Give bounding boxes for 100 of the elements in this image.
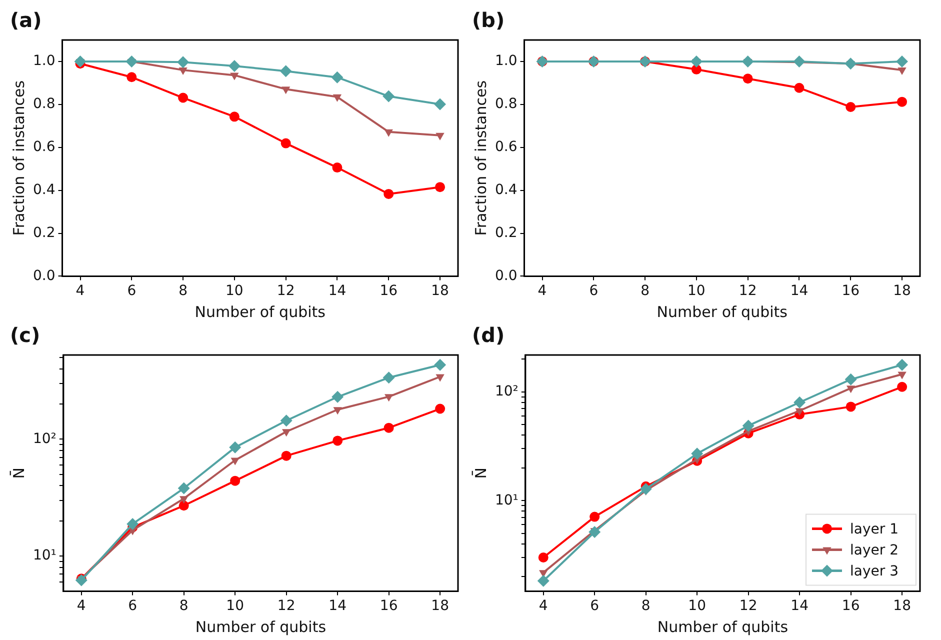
point: [538, 552, 548, 562]
x-tick-label: 8: [640, 283, 650, 300]
point: [229, 112, 240, 122]
x-tick-label: 16: [842, 283, 860, 300]
chart-title: (c): [10, 323, 40, 348]
point: [282, 86, 290, 94]
point: [180, 496, 188, 504]
x-axis-title: Number of qubits: [657, 618, 788, 636]
point: [434, 98, 446, 110]
y-axis-title: Fraction of instances: [472, 80, 490, 236]
point: [742, 420, 754, 432]
y-tick-label: 0.4: [495, 182, 518, 198]
y-tick-label: 10¹: [494, 492, 518, 508]
point: [897, 382, 908, 392]
point: [896, 358, 908, 371]
y-tick-label: 0.2: [495, 224, 518, 241]
x-tick-label: 4: [76, 598, 86, 614]
x-axis-title: Number of qubits: [194, 302, 326, 321]
x-tick-label: 10: [226, 283, 244, 300]
point: [280, 138, 291, 148]
point: [436, 132, 444, 140]
chart-title: (a): [10, 8, 42, 32]
y-tick-label: 0.6: [33, 139, 56, 156]
point: [178, 482, 190, 494]
point: [126, 518, 139, 530]
point: [691, 448, 704, 460]
point: [177, 56, 190, 68]
x-tick-label: 10: [688, 598, 706, 614]
x-tick-label: 12: [276, 283, 295, 300]
point: [230, 72, 239, 80]
point: [333, 407, 342, 415]
y-tick-label: 0.6: [495, 139, 518, 156]
x-tick-label: 18: [431, 283, 449, 300]
legend-label: layer 1: [850, 521, 898, 538]
point: [229, 441, 242, 454]
x-tick-label: 14: [790, 598, 809, 614]
x-tick-label: 6: [127, 283, 136, 300]
x-tick-label: 10: [226, 598, 244, 614]
y-tick-label: 0.0: [33, 268, 56, 284]
x-tick-label: 8: [641, 598, 650, 614]
point: [844, 58, 857, 70]
point: [794, 396, 806, 408]
point: [178, 500, 189, 511]
point: [384, 422, 394, 433]
point: [640, 482, 652, 495]
x-tick-label: 6: [589, 283, 598, 300]
x-axis-title: Number of qubits: [195, 618, 326, 636]
point: [435, 404, 446, 414]
y-axis-title: N̄: [9, 467, 28, 479]
point: [331, 71, 344, 84]
point: [690, 55, 702, 68]
x-tick-label: 16: [380, 283, 398, 300]
x-tick-label: 14: [328, 598, 347, 614]
y-tick-label: 1.0: [495, 53, 518, 70]
x-tick-label: 4: [538, 598, 548, 614]
point: [742, 74, 753, 84]
x-tick-label: 6: [590, 598, 600, 614]
point: [178, 68, 188, 76]
x-axis-title: Number of qubits: [656, 302, 788, 321]
point: [382, 372, 395, 384]
point: [436, 374, 444, 382]
y-axis-title: Fraction of instances: [10, 80, 28, 236]
y-tick-label: 1.0: [33, 53, 56, 70]
point: [844, 373, 857, 386]
point: [537, 574, 550, 587]
point: [590, 512, 600, 522]
x-tick-label: 4: [76, 283, 85, 300]
point: [230, 476, 240, 486]
point: [846, 102, 856, 112]
x-tick-label: 4: [538, 283, 547, 300]
point: [898, 372, 906, 380]
y-tick-label: 0.8: [33, 96, 56, 112]
chart-title: (d): [472, 323, 505, 348]
x-tick-label: 18: [893, 283, 911, 300]
legend-label: layer 3: [850, 563, 898, 580]
point: [846, 386, 856, 394]
point: [435, 182, 446, 192]
x-tick-label: 16: [380, 598, 398, 614]
point: [74, 55, 86, 68]
point: [178, 92, 188, 103]
point: [793, 55, 806, 68]
y-tick-label: 0.8: [495, 96, 518, 112]
point: [126, 55, 138, 68]
y-tick-label: 0.4: [33, 182, 56, 198]
point: [282, 429, 291, 437]
x-tick-label: 12: [738, 283, 757, 300]
point: [794, 82, 804, 93]
point: [384, 129, 393, 137]
point: [126, 72, 137, 82]
x-tick-label: 12: [739, 598, 758, 614]
point: [896, 55, 908, 68]
x-tick-label: 18: [893, 598, 911, 614]
point: [384, 188, 394, 199]
point: [230, 458, 240, 466]
point: [280, 414, 292, 427]
legend-label: layer 2: [850, 542, 898, 558]
point: [742, 55, 754, 68]
point: [795, 408, 804, 416]
x-tick-label: 10: [688, 283, 706, 300]
point: [332, 390, 344, 403]
